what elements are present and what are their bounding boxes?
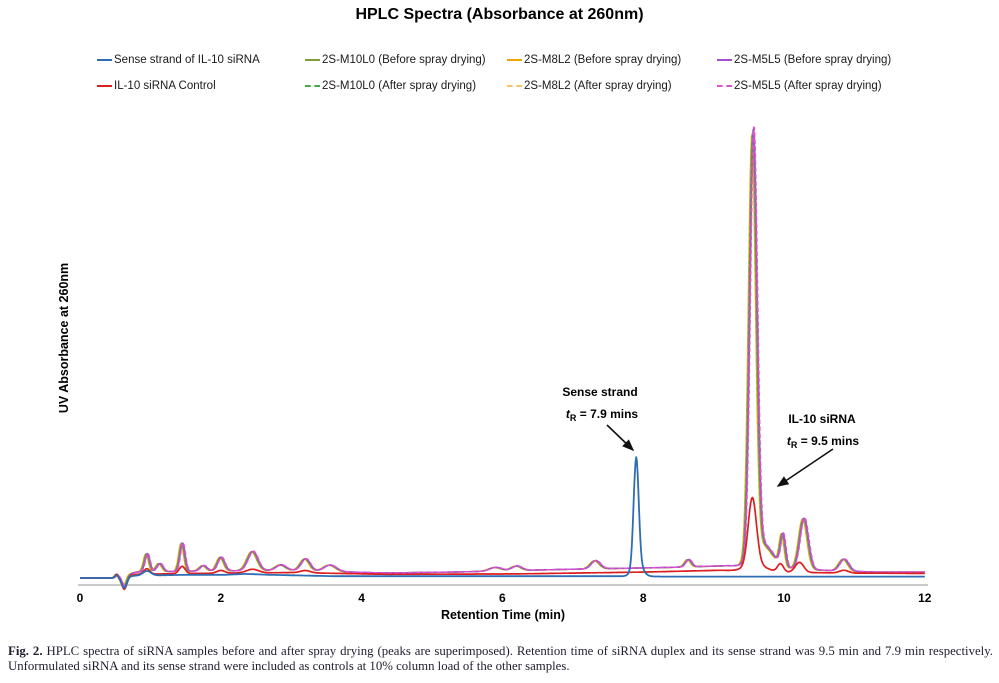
legend-label: 2S-M10L0 (After spray drying): [322, 80, 477, 92]
legend-label: 2S-M8L2 (Before spray drying): [524, 54, 682, 66]
annotation-title: Sense strand: [562, 385, 637, 399]
line-swatch-icon: [507, 85, 522, 87]
line-swatch-icon: [717, 85, 732, 87]
series-line-sense-strand: [79, 456, 925, 589]
annotation-title: IL-10 siRNA: [788, 412, 856, 426]
legend-label: 2S-M5L5 (After spray drying): [734, 80, 882, 92]
chart-title: HPLC Spectra (Absorbance at 260nm): [355, 6, 644, 23]
series-line-m10l0-before: [79, 133, 925, 588]
legend-item-m5l5-before: 2S-M5L5 (Before spray drying): [717, 47, 891, 73]
series-line-m8l2-after: [79, 135, 925, 587]
chromatogram-plot: 0 2 4 6 8 10 12 Retention Time (min) UV Absorb…: [57, 126, 932, 622]
plot-area: 0 2 4 6 8 10 12 Retention Time (min) UV Absorb…: [0, 98, 999, 643]
line-swatch-icon: [305, 59, 320, 61]
line-swatch-icon: [305, 85, 320, 87]
caption-label: Fig. 2.: [8, 644, 43, 658]
legend-item-m8l2-after: 2S-M8L2 (After spray drying): [507, 73, 717, 99]
x-tick-label: 10: [777, 591, 791, 605]
legend-label: Sense strand of IL-10 siRNA: [114, 54, 260, 66]
x-tick-label: 6: [499, 591, 506, 605]
legend-item-il10-control: IL-10 siRNA Control: [97, 73, 305, 99]
series-line-m8l2-before: [79, 135, 925, 588]
x-tick-label: 2: [217, 591, 224, 605]
x-tick-label: 8: [640, 591, 647, 605]
legend-item-m5l5-after: 2S-M5L5 (After spray drying): [717, 73, 891, 99]
series-curves: [79, 126, 925, 591]
annotation-sense-strand: Sense strand tR = 7.9 mins: [562, 385, 639, 452]
series-line-il10-control: [79, 496, 925, 591]
annotation-retention-time: tR = 7.9 mins: [566, 407, 639, 423]
annotation-arrow: [776, 448, 834, 487]
series-line-m5l5-before: [79, 127, 925, 588]
annotation-arrow: [606, 424, 635, 452]
annotation-il10-sirna: IL-10 siRNA tR = 9.5 mins: [776, 412, 860, 487]
series-line-m5l5-after: [79, 126, 925, 588]
legend-item-m10l0-before: 2S-M10L0 (Before spray drying): [305, 47, 507, 73]
legend-item-m8l2-before: 2S-M8L2 (Before spray drying): [507, 47, 717, 73]
y-axis-label: UV Absorbance at 260nm: [57, 263, 71, 413]
series-line-m10l0-after: [79, 129, 925, 588]
line-swatch-icon: [97, 85, 112, 87]
x-tick-labels: 0 2 4 6 8 10 12: [77, 591, 932, 605]
figure-caption: Fig. 2. HPLC spectra of siRNA samples be…: [8, 644, 993, 673]
annotation-retention-time: tR = 9.5 mins: [787, 434, 860, 450]
x-axis-label: Retention Time (min): [441, 608, 565, 622]
legend-label: 2S-M5L5 (Before spray drying): [734, 54, 892, 66]
legend-label: 2S-M8L2 (After spray drying): [524, 80, 672, 92]
legend-item-sense-strand: Sense strand of IL-10 siRNA: [97, 47, 305, 73]
legend-label: IL-10 siRNA Control: [114, 80, 216, 92]
x-tick-label: 12: [918, 591, 932, 605]
line-swatch-icon: [507, 59, 522, 61]
line-swatch-icon: [97, 59, 112, 61]
chart-legend: Sense strand of IL-10 siRNA 2S-M10L0 (Be…: [97, 47, 891, 99]
x-tick-label: 4: [358, 591, 365, 605]
legend-item-m10l0-after: 2S-M10L0 (After spray drying): [305, 73, 507, 99]
caption-text: HPLC spectra of siRNA samples before and…: [8, 644, 993, 673]
legend-label: 2S-M10L0 (Before spray drying): [322, 54, 486, 66]
line-swatch-icon: [717, 59, 732, 61]
x-tick-label: 0: [77, 591, 84, 605]
